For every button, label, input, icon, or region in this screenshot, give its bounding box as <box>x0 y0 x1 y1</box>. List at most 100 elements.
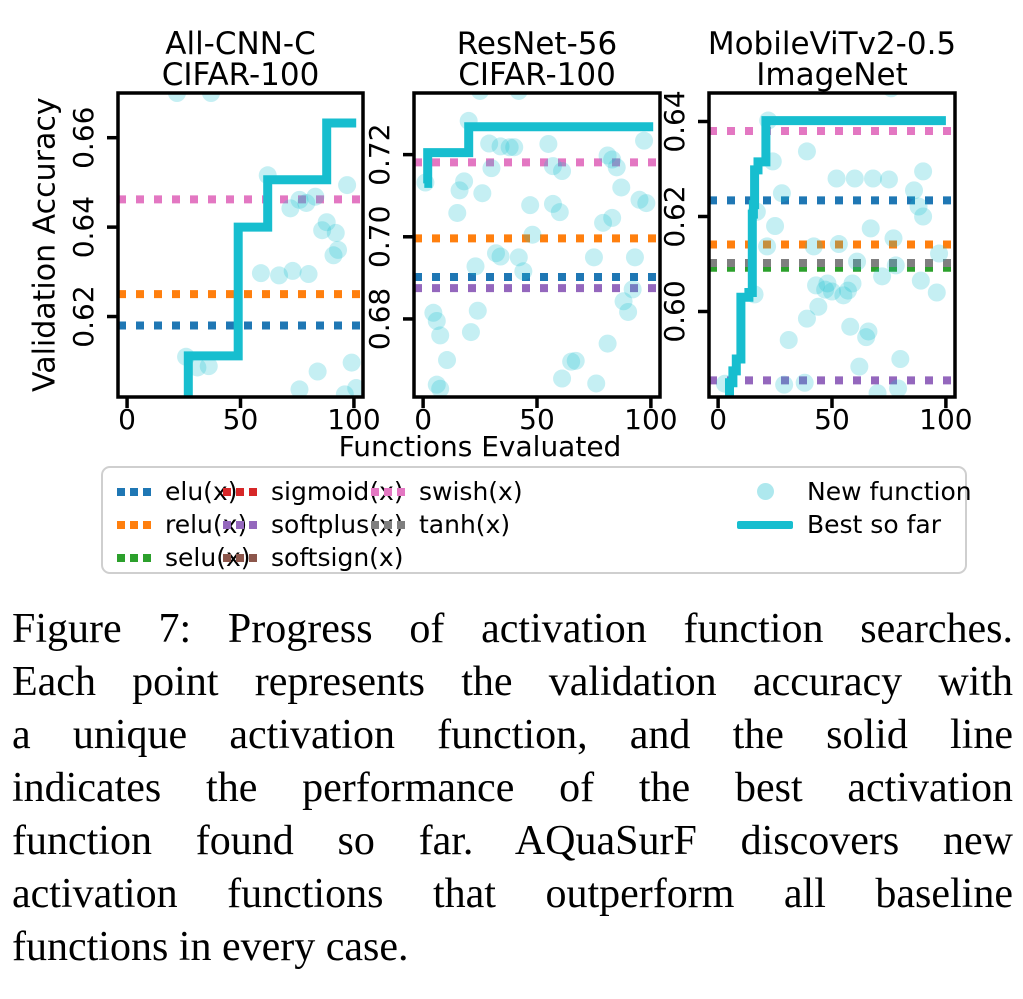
figure-caption: Figure 7: Progress of activation functio… <box>12 603 1013 974</box>
caption-line-2: Each point represents the validation acc… <box>12 659 1013 705</box>
new-function-point <box>603 150 622 169</box>
new-function-point <box>598 146 617 165</box>
new-function-point <box>550 203 569 222</box>
plot-title-line: MobileViTv2-0.5 <box>708 26 956 62</box>
new-function-point <box>297 193 316 212</box>
legend-column-2: sigmoid(x) softplus(x) softsign(x) <box>223 475 404 574</box>
caption-line-3: a unique activation function, and the so… <box>12 712 1013 758</box>
new-function-point <box>342 353 361 372</box>
x-tick-label: 50 <box>814 403 850 436</box>
new-function-point <box>845 169 864 188</box>
plot-title-line: ResNet-56 <box>457 26 617 62</box>
new-function-point <box>466 257 485 276</box>
new-function-point <box>431 326 450 345</box>
new-function-point <box>283 261 302 280</box>
new-function-point <box>281 199 300 218</box>
new-function-point <box>630 190 649 209</box>
new-function-point <box>543 157 562 176</box>
new-function-point <box>758 237 777 256</box>
new-function-point <box>905 181 923 200</box>
new-function-point <box>911 271 930 290</box>
new-function-points <box>715 93 949 397</box>
new-function-point <box>487 244 505 263</box>
new-function-point <box>450 181 469 200</box>
new-function-point <box>635 131 654 150</box>
caption-line-6: activation functions that outperform all… <box>12 871 1013 917</box>
caption-line-1: Figure 7: Progress of activation functio… <box>12 606 1013 652</box>
new-function-point <box>500 138 519 157</box>
new-function-point <box>829 235 848 254</box>
y-tick-label: 0.64 <box>67 196 100 258</box>
legend-label-new-function: New function <box>807 477 972 506</box>
new-function-point <box>818 274 837 293</box>
new-function-point <box>584 248 603 267</box>
new-function-point <box>480 134 499 153</box>
legend-item-relu-x: relu(x) <box>117 508 251 541</box>
y-tick-label: 0.68 <box>363 288 396 350</box>
x-tick-label: 0 <box>709 403 727 436</box>
new-function-point <box>431 379 450 397</box>
new-function-point <box>848 252 867 271</box>
caption-line-4: indicates the performance of the best ac… <box>12 765 1013 811</box>
plot-title-line: CIFAR-100 <box>162 57 320 93</box>
new-function-point <box>816 280 835 299</box>
y-tick-label: 0.64 <box>658 90 691 152</box>
new-function-point <box>614 292 633 311</box>
y-axis-label: Validation Accuracy <box>27 97 63 393</box>
legend-item-new-function: New function <box>737 475 972 508</box>
dashed-line-swatch-icon <box>371 520 405 529</box>
dashed-line-swatch-icon <box>117 487 151 496</box>
legend-item-softsign-x: softsign(x) <box>223 541 404 574</box>
new-function-point <box>313 221 332 240</box>
new-function-point <box>299 265 318 284</box>
y-tick-label: 0.70 <box>363 206 396 268</box>
new-function-point <box>891 350 910 368</box>
legend-label-sigmoid-x: sigmoid(x) <box>271 477 404 506</box>
legend-item-swish-x: swish(x) <box>371 475 523 508</box>
new-function-point <box>772 184 791 203</box>
new-function-point <box>491 137 510 156</box>
dashed-line-swatch-icon <box>223 553 257 562</box>
new-function-point <box>930 244 949 263</box>
new-function-point <box>167 93 186 102</box>
dashed-line-swatch-icon <box>223 487 257 496</box>
new-function-point <box>473 184 492 203</box>
new-function-point <box>823 282 841 301</box>
new-function-point <box>603 208 622 227</box>
legend-item-sigmoid-x: sigmoid(x) <box>223 475 404 508</box>
new-function-points <box>416 93 656 397</box>
new-function-point <box>553 369 572 388</box>
new-function-point <box>886 256 905 275</box>
new-function-point <box>775 375 794 394</box>
new-function-point <box>347 379 363 397</box>
new-function-point <box>514 262 533 281</box>
new-function-point <box>202 93 221 102</box>
new-function-point <box>914 207 933 226</box>
new-function-point <box>523 225 542 244</box>
new-function-point <box>188 358 207 377</box>
new-function-point <box>637 194 656 213</box>
legend-item-softplus-x: softplus(x) <box>223 508 404 541</box>
new-function-point <box>455 172 474 191</box>
new-function-point <box>594 213 613 232</box>
new-function-point <box>868 384 887 397</box>
new-function-point <box>427 375 446 394</box>
best-so-far-line <box>183 118 357 397</box>
new-function-point <box>566 351 585 370</box>
new-function-point <box>491 247 510 266</box>
legend-column-1: elu(x) relu(x) selu(x) <box>117 475 251 574</box>
new-function-point <box>199 357 218 376</box>
new-function-point <box>779 331 798 349</box>
y-tick-label: 0.62 <box>67 285 100 347</box>
new-function-point <box>587 374 606 393</box>
dashed-line-swatch-icon <box>223 520 257 529</box>
new-function-point <box>482 159 501 178</box>
legend-label-relu-x: relu(x) <box>165 510 248 539</box>
y-tick-label: 0.66 <box>67 107 100 169</box>
best-so-far-line <box>423 122 654 188</box>
new-function-point <box>335 385 354 397</box>
legend: elu(x) relu(x) selu(x) sigmoid(x) softplus(x… <box>101 466 972 574</box>
new-function-point <box>461 323 480 342</box>
